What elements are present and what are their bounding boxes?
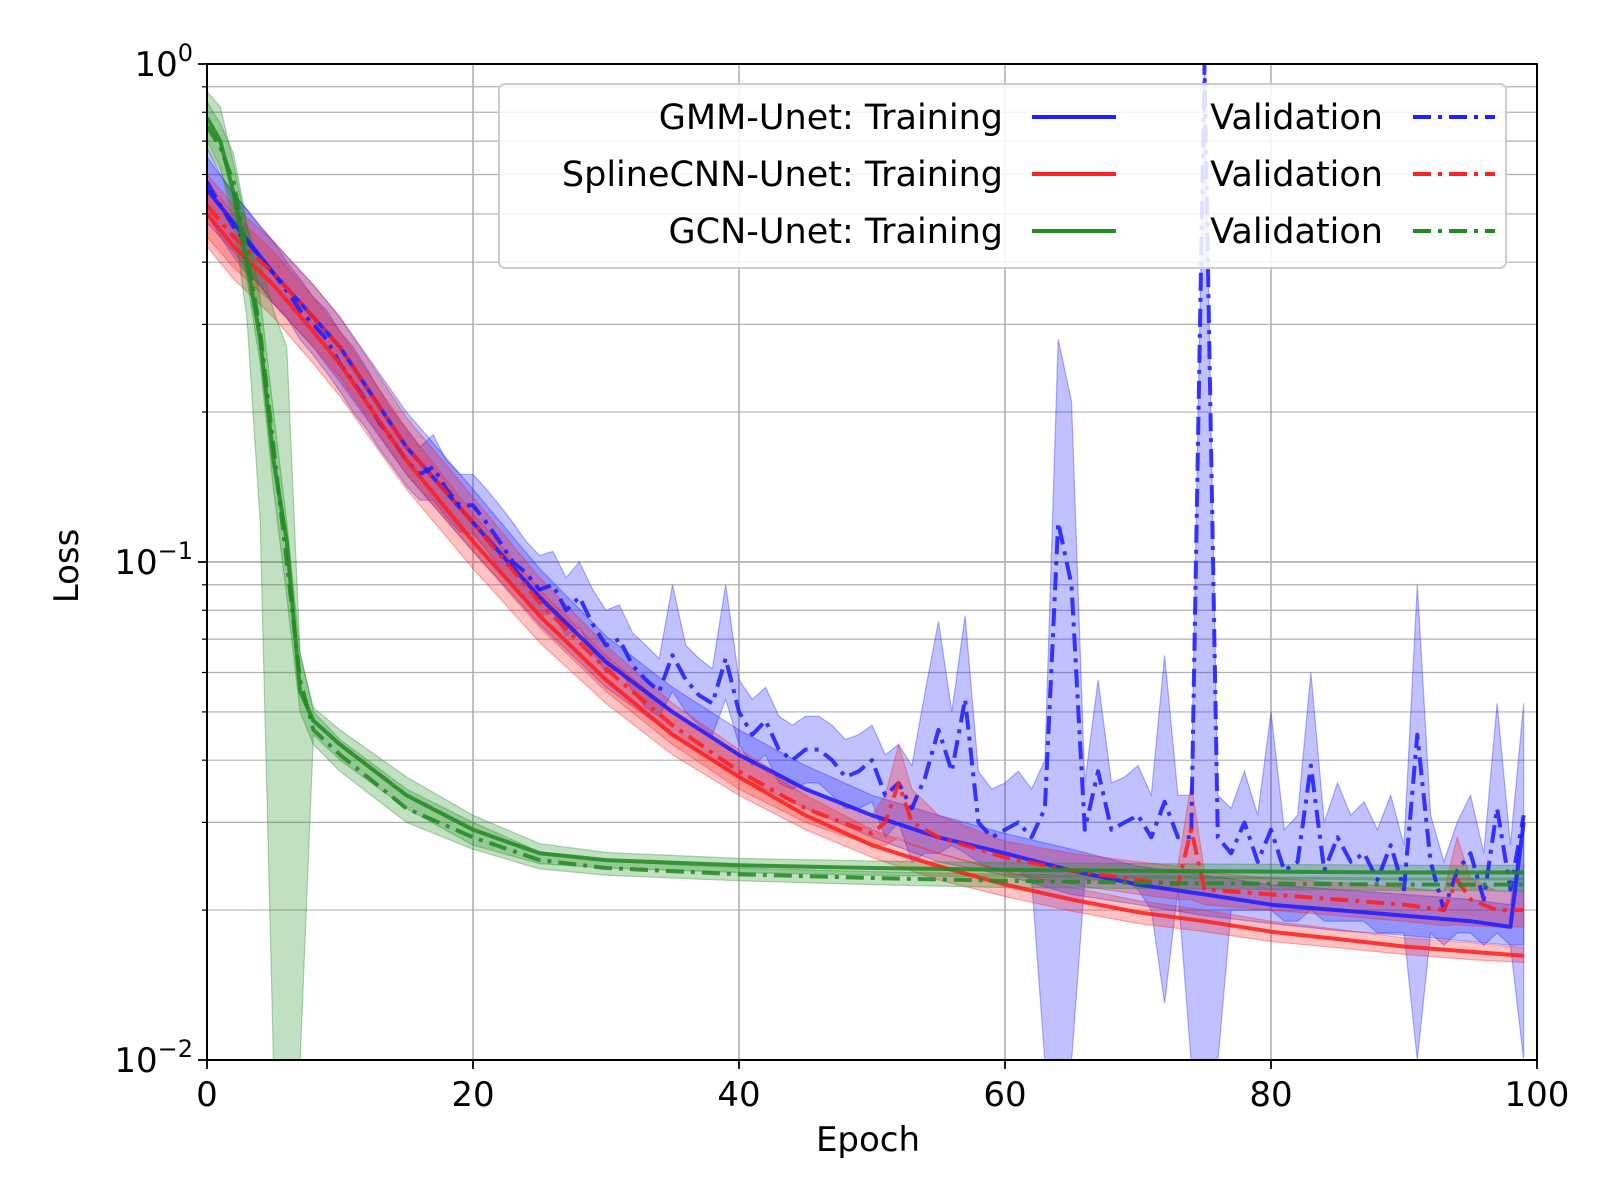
series-line-spline_val — [207, 204, 1524, 913]
band-spline_train — [207, 180, 1525, 964]
x-tick-label: 0 — [196, 1075, 218, 1115]
series-line-gcn_val — [207, 125, 1524, 887]
legend-label-spline-validation: Validation — [1210, 155, 1383, 195]
x-tick-label: 100 — [1505, 1075, 1570, 1115]
x-tick-label: 40 — [717, 1075, 760, 1115]
y-tick-label: 100 — [134, 39, 193, 85]
band-gmm_train — [207, 156, 1525, 946]
x-tick-label: 20 — [451, 1075, 494, 1115]
legend-label-gcn-training: GCN-Unet: Training — [669, 212, 1003, 252]
y-tick-label: 10−2 — [114, 1035, 193, 1081]
legend: GMM-Unet: Training SplineCNN-Unet: Train… — [498, 83, 1507, 269]
legend-box — [498, 83, 1507, 269]
band-gcn_val — [207, 100, 1525, 892]
legend-label-gmm-training: GMM-Unet: Training — [659, 98, 1003, 138]
x-tick-label: 80 — [1249, 1075, 1292, 1115]
x-tick-label: 60 — [983, 1075, 1026, 1115]
axis-ticks: 0 20 40 60 80 100 100 10−1 10−2 — [114, 39, 1569, 1115]
x-axis-label: Epoch — [816, 1120, 920, 1160]
series-line-gmm_val — [207, 64, 1526, 913]
legend-label-gcn-validation: Validation — [1210, 212, 1383, 252]
series-lines — [207, 64, 1526, 958]
y-tick-label: 10−1 — [114, 537, 193, 583]
series-line-spline_train — [207, 212, 1524, 958]
legend-label-spline-training: SplineCNN-Unet: Training — [562, 155, 1003, 195]
legend-label-gmm-validation: Validation — [1210, 98, 1383, 138]
y-axis-label: Loss — [47, 529, 87, 604]
band-spline_val — [207, 173, 1525, 928]
